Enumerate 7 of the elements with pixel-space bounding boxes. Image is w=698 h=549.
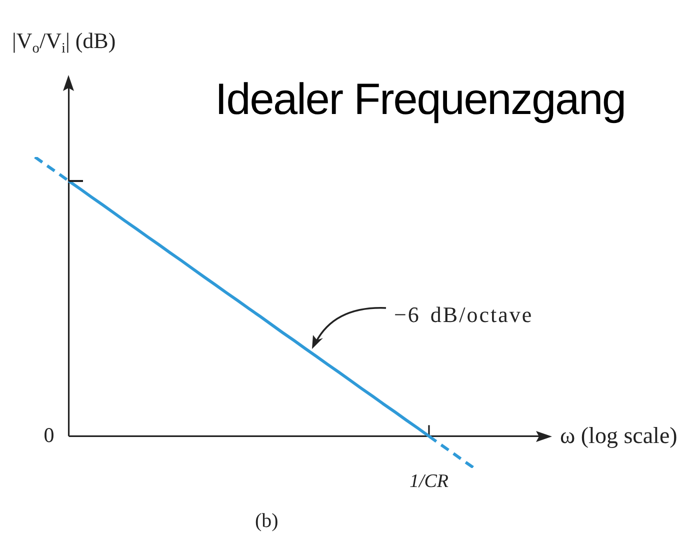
- text: (b): [255, 510, 278, 532]
- annotation: 0: [44, 423, 54, 448]
- x-axis-title: ω (log scale): [560, 423, 678, 448]
- chart-title: Idealer Frequenzgang: [215, 75, 626, 124]
- y-axis-title: |V$_{o}$/V$_{i}$| (dB): [12, 28, 116, 56]
- annotation: −6 dB/octave: [394, 302, 534, 327]
- annotation: 1/CR: [409, 471, 449, 492]
